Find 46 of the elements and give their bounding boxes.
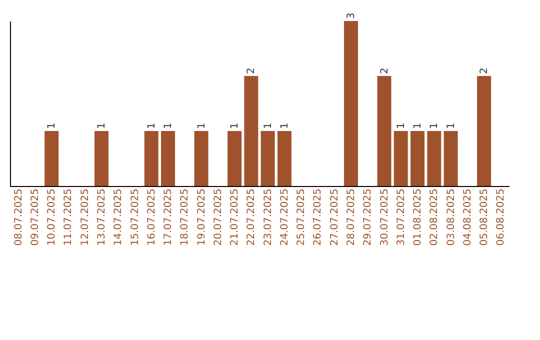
x-tick-label: 02.08.2025 [429,188,440,246]
x-tick-label: 29.07.2025 [362,188,374,246]
data-label: 1 [96,122,108,129]
x-tick-label: 26.07.2025 [312,188,324,246]
x-tick-label: 23.07.2025 [262,188,274,246]
data-label: 1 [262,122,274,129]
x-tick-label: 19.07.2025 [196,188,208,246]
data-label: 1 [46,122,58,129]
data-label: 1 [279,122,290,129]
x-tick-label: 30.07.2025 [379,188,390,246]
x-tick-label: 21.07.2025 [230,188,241,246]
data-label: 1 [146,122,158,129]
data-label: 1 [196,122,208,129]
x-tick-label: 15.07.2025 [130,188,141,246]
x-tick-label: 31.07.2025 [396,188,407,246]
data-label: 1 [230,122,241,129]
x-tick-label: 14.07.2025 [113,188,124,246]
data-label: 2 [479,68,490,74]
data-label: 1 [396,122,407,129]
x-tick-label: 13.07.2025 [96,188,108,246]
data-label: 1 [446,122,457,129]
x-tick-label: 11.07.2025 [63,188,74,246]
x-tick-label: 09.07.2025 [30,188,41,246]
x-tick-label: 12.07.2025 [80,188,91,246]
data-label: 1 [429,122,440,129]
data-label: 1 [412,122,424,129]
data-label: 2 [379,68,390,74]
data-label: 1 [163,122,174,129]
x-tick-label: 18.07.2025 [180,188,191,246]
x-tick-label: 22.07.2025 [246,188,258,246]
x-tick-label: 28.07.2025 [346,188,357,246]
x-tick-label: 08.07.2025 [13,188,24,246]
x-tick-label: 06.08.2025 [496,188,507,246]
data-label: 3 [346,12,357,19]
x-tick-label: 10.07.2025 [46,188,58,246]
data-label: 2 [246,68,258,74]
x-tick-label: 04.08.2025 [462,188,474,246]
x-tick-label: 17.07.2025 [163,188,174,246]
x-tick-label: 16.07.2025 [146,188,158,246]
x-tick-label: 27.07.2025 [329,188,340,246]
x-tick-label: 24.07.2025 [279,188,290,246]
x-tick-label: 20.07.2025 [212,188,224,246]
x-tick-label: 05.08.2025 [479,188,490,246]
x-tick-label: 03.08.2025 [446,188,457,246]
x-tick-label: 25.07.2025 [296,188,308,246]
x-tick-label: 01.08.2025 [412,188,424,246]
